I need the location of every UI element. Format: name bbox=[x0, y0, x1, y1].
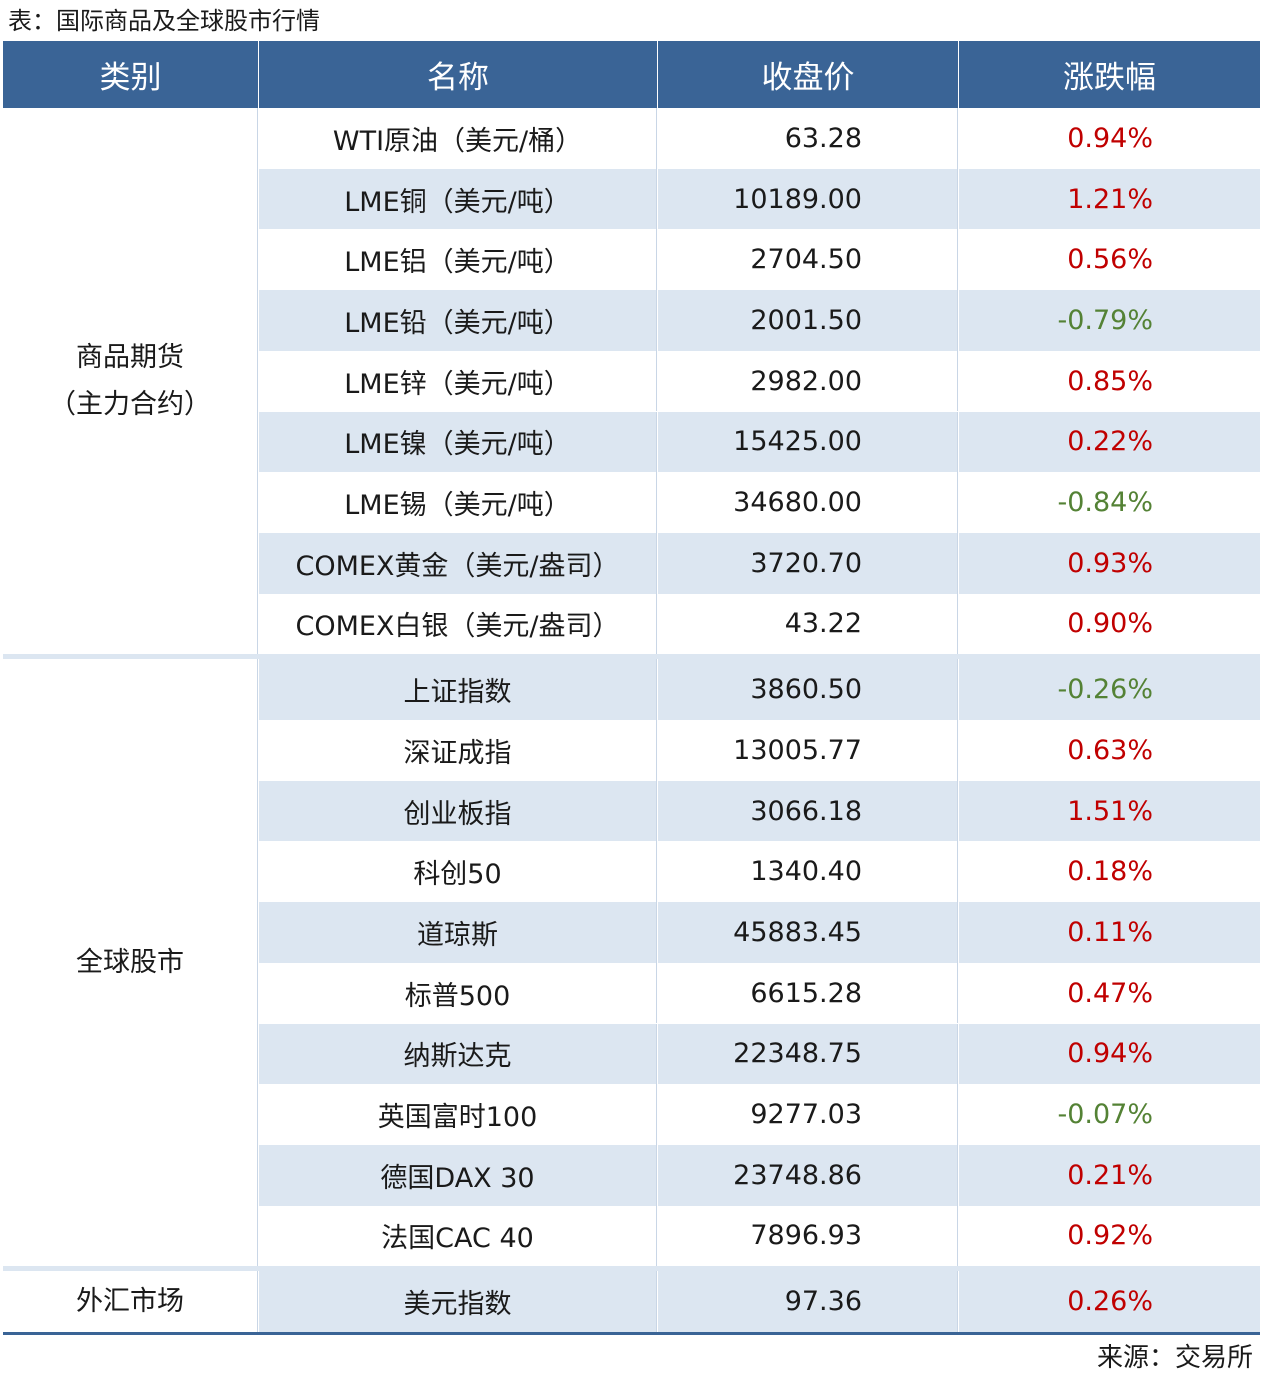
category-cell: 全球股市 bbox=[3, 659, 258, 1267]
category-cell: 商品期货 （主力合约） bbox=[3, 108, 258, 655]
price-cell: 10189.00 bbox=[658, 168, 958, 230]
price-cell: 2001.50 bbox=[658, 290, 958, 351]
price-cell: 13005.77 bbox=[658, 720, 958, 781]
change-cell: 0.56% bbox=[1067, 244, 1153, 276]
name-cell: LME镍（美元/吨） bbox=[259, 411, 657, 473]
name-cell: 德国DAX 30 bbox=[259, 1144, 657, 1206]
name-cell: 英国富时100 bbox=[259, 1084, 657, 1145]
change-cell: 1.21% bbox=[959, 168, 1260, 230]
name-cell: LME铝（美元/吨） bbox=[259, 229, 657, 291]
name-cell: 科创50 bbox=[259, 841, 657, 903]
price-cell: 1340.40 bbox=[658, 841, 958, 903]
change-cell: -0.79% bbox=[959, 290, 1260, 351]
price-cell: 45883.45 bbox=[658, 902, 958, 963]
change-cell: 0.63% bbox=[1067, 734, 1153, 766]
price-cell: 34680.00 bbox=[658, 472, 958, 533]
price-cell: 23748.86 bbox=[658, 1144, 958, 1206]
name-cell: LME锡（美元/吨） bbox=[259, 472, 657, 533]
name-cell: 创业板指 bbox=[259, 780, 657, 842]
group-separator bbox=[3, 1266, 1260, 1272]
change-cell: -0.84% bbox=[1057, 487, 1153, 519]
change-cell: 0.47% bbox=[1067, 977, 1153, 1009]
price-cell: 63.28 bbox=[658, 108, 958, 169]
change-cell: 0.90% bbox=[1067, 608, 1153, 640]
name-cell: LME铅（美元/吨） bbox=[259, 290, 657, 351]
name-cell: COMEX白银（美元/盎司） bbox=[259, 593, 657, 655]
change-cell: -0.07% bbox=[1057, 1099, 1153, 1131]
header-cell: 涨跌幅 bbox=[959, 41, 1260, 108]
name-cell: 上证指数 bbox=[259, 659, 657, 720]
change-cell: 0.22% bbox=[959, 411, 1260, 473]
price-cell: 15425.00 bbox=[658, 411, 958, 473]
header-cell: 名称 bbox=[259, 41, 657, 108]
change-cell: 0.94% bbox=[1067, 122, 1153, 154]
bottom-rule bbox=[3, 1332, 1260, 1335]
name-cell: 道琼斯 bbox=[259, 902, 657, 963]
change-cell: 0.11% bbox=[959, 902, 1260, 963]
price-cell: 3066.18 bbox=[658, 780, 958, 842]
price-cell: 3720.70 bbox=[658, 532, 958, 594]
change-cell: 0.85% bbox=[1067, 365, 1153, 397]
change-cell: 0.92% bbox=[1067, 1220, 1153, 1252]
name-cell: LME锌（美元/吨） bbox=[259, 350, 657, 412]
name-cell: 深证成指 bbox=[259, 720, 657, 781]
name-cell: 纳斯达克 bbox=[259, 1023, 657, 1085]
price-cell: 43.22 bbox=[658, 593, 958, 655]
category-cell: 外汇市场 bbox=[3, 1271, 258, 1332]
price-cell: 22348.75 bbox=[658, 1023, 958, 1085]
header-cell: 类别 bbox=[3, 41, 258, 108]
change-cell: 0.18% bbox=[1067, 856, 1153, 888]
change-cell: 0.94% bbox=[959, 1023, 1260, 1085]
change-cell: 0.21% bbox=[959, 1144, 1260, 1206]
price-cell: 2704.50 bbox=[658, 229, 958, 291]
name-cell: COMEX黄金（美元/盎司） bbox=[259, 532, 657, 594]
price-cell: 3860.50 bbox=[658, 659, 958, 720]
change-cell: 1.51% bbox=[959, 780, 1260, 842]
name-cell: 法国CAC 40 bbox=[259, 1205, 657, 1267]
price-cell: 7896.93 bbox=[658, 1205, 958, 1267]
name-cell: WTI原油（美元/桶） bbox=[259, 108, 657, 169]
group-separator bbox=[3, 654, 1260, 660]
price-cell: 2982.00 bbox=[658, 350, 958, 412]
table-title: 表：国际商品及全球股市行情 bbox=[8, 6, 320, 35]
source-note: 来源：交易所 bbox=[1096, 1342, 1253, 1373]
name-cell: LME铜（美元/吨） bbox=[259, 168, 657, 230]
name-cell: 标普500 bbox=[259, 962, 657, 1024]
price-cell: 9277.03 bbox=[658, 1084, 958, 1145]
price-cell: 97.36 bbox=[658, 1271, 958, 1332]
price-cell: 6615.28 bbox=[658, 962, 958, 1024]
change-cell: 0.26% bbox=[959, 1271, 1260, 1332]
name-cell: 美元指数 bbox=[259, 1271, 657, 1332]
change-cell: 0.93% bbox=[959, 532, 1260, 594]
change-cell: -0.26% bbox=[959, 659, 1260, 720]
header-cell: 收盘价 bbox=[658, 41, 958, 108]
